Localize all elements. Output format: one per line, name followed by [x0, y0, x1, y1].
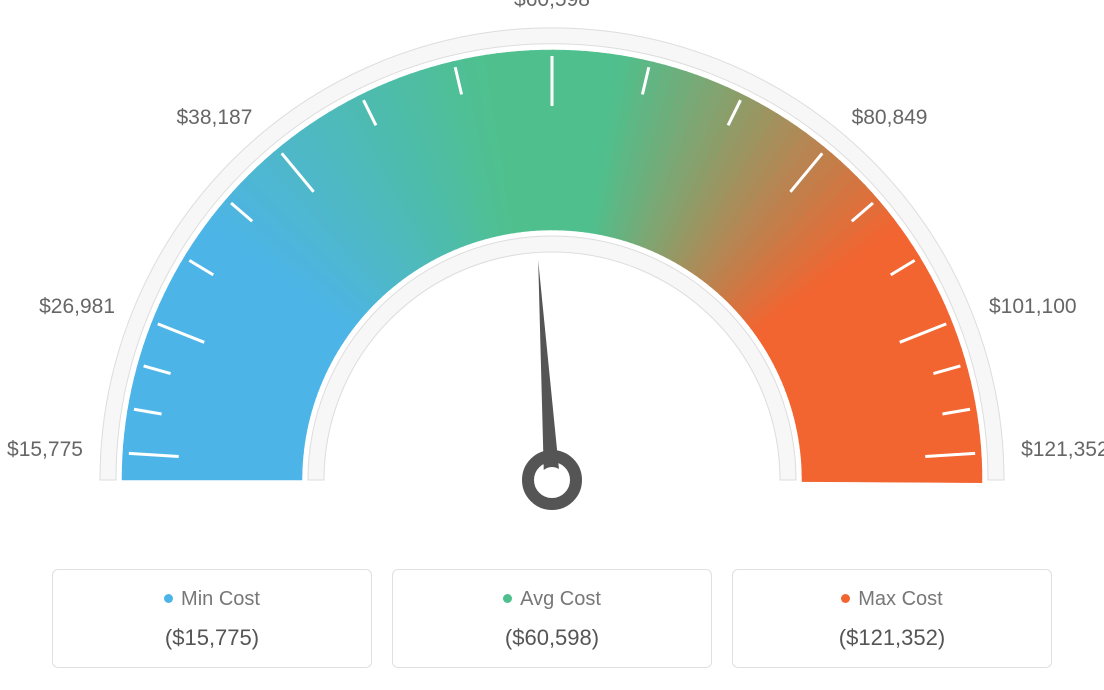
legend-value-max: ($121,352): [743, 625, 1041, 651]
gauge-tick-label: $38,187: [177, 106, 253, 130]
legend-title-max: Max Cost: [743, 588, 1041, 611]
cost-gauge-chart: $15,775 $26,981 $38,187 $60,598 $80,849 $101,…: [0, 0, 1104, 690]
gauge-tick-label: $26,981: [39, 295, 115, 319]
legend-value-min: ($15,775): [63, 625, 361, 651]
gauge-tick-label: $60,598: [502, 0, 602, 12]
legend-title-avg: Avg Cost: [403, 588, 701, 611]
legend-title-min: Min Cost: [63, 588, 361, 611]
legend-value-avg: ($60,598): [403, 625, 701, 651]
gauge-tick-label: $15,775: [7, 438, 83, 462]
legend-card-min: Min Cost ($15,775): [52, 569, 372, 668]
gauge-tick-label: $121,352: [1021, 438, 1104, 462]
gauge-svg: [0, 0, 1104, 540]
legend-card-max: Max Cost ($121,352): [732, 569, 1052, 668]
legend-card-avg: Avg Cost ($60,598): [392, 569, 712, 668]
gauge-tick-label: $80,849: [852, 106, 928, 130]
gauge-area: $15,775 $26,981 $38,187 $60,598 $80,849 $101,…: [0, 0, 1104, 540]
legend-row: Min Cost ($15,775) Avg Cost ($60,598) Ma…: [52, 569, 1052, 668]
gauge-tick-label: $101,100: [989, 295, 1077, 319]
